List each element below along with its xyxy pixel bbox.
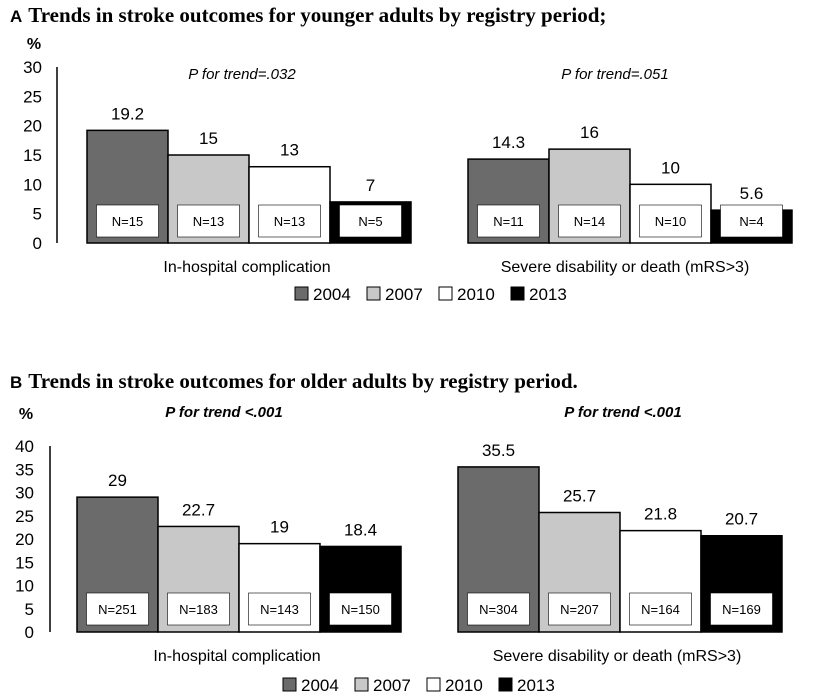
panel-b-value-label: 19 <box>270 518 289 537</box>
panel-b-letter: B <box>10 373 23 392</box>
panel-a-legend-label: 2004 <box>313 285 351 304</box>
panel-b-trend-label: P for trend <.001 <box>165 404 282 421</box>
panel-b-n-label: N=183 <box>179 602 218 617</box>
panel-b-y-tick-label: 20 <box>15 530 34 549</box>
panel-b-legend-swatch-2010 <box>426 677 441 692</box>
panel-a-y-tick-label: 25 <box>23 87 42 106</box>
panel-a-n-box <box>477 204 540 238</box>
panel-a-category-label: In-hospital complication <box>163 259 330 276</box>
panel-b-n-box <box>86 592 149 626</box>
panel-a-y-tick-label: 5 <box>33 205 42 224</box>
panel-a-n-box <box>177 204 240 238</box>
panel-b-n-box <box>248 592 311 626</box>
panel-b-value-label: 29 <box>108 471 127 490</box>
panel-a-value-label: 15 <box>199 129 218 148</box>
panel-a-legend-label: 2010 <box>457 285 495 304</box>
panel-b-value-label: 20.7 <box>725 510 758 529</box>
panel-b-n-box <box>548 592 611 626</box>
panel-a-n-label: N=13 <box>193 214 224 229</box>
panel-a-category-label: Severe disability or death (mRS>3) <box>501 259 750 276</box>
panel-b-legend-swatch-2004 <box>282 677 297 692</box>
panel-b-legend-label: 2013 <box>517 676 555 695</box>
panel-a-n-box <box>720 204 783 238</box>
panel-a-value-label: 7 <box>366 176 375 195</box>
panel-b-title-text: Trends in stroke outcomes for older adul… <box>28 369 578 393</box>
panel-a-n-label: N=4 <box>739 214 763 229</box>
panel-a-y-tick-label: 15 <box>23 146 42 165</box>
panel-b-value-label: 22.7 <box>182 500 215 519</box>
panel-a-value-label: 19.2 <box>111 104 144 123</box>
panel-b-n-label: N=304 <box>479 602 518 617</box>
panel-a-n-label: N=14 <box>574 214 605 229</box>
panel-a-n-box <box>639 204 702 238</box>
panel-a-n-label: N=15 <box>112 214 143 229</box>
panel-a-n-label: N=11 <box>493 214 523 229</box>
panel-b-trend-label: P for trend <.001 <box>564 404 681 421</box>
panel-a-n-box <box>258 204 321 238</box>
panel-a-legend-swatch-2010 <box>438 286 453 301</box>
panel-b-y-tick-label: 15 <box>15 553 34 572</box>
panel-b-legend-swatch-2013 <box>498 677 513 692</box>
panel-a-title: A Trends in stroke outcomes for younger a… <box>10 3 606 28</box>
panel-a-letter: A <box>10 7 23 26</box>
panel-a-n-label: N=5 <box>358 214 382 229</box>
panel-a-y-tick-label: 30 <box>23 58 42 77</box>
panel-b-y-tick-label: 40 <box>15 437 34 456</box>
panel-b-category-label: In-hospital complication <box>153 648 320 665</box>
panel-a-legend-label: 2007 <box>385 285 423 304</box>
panel-a-legend-swatch-2004 <box>294 286 309 301</box>
panel-b-y-tick-label: 25 <box>15 507 34 526</box>
panel-a-n-box <box>339 204 402 238</box>
panel-b-value-label: 25.7 <box>563 486 596 505</box>
panel-a-value-label: 10 <box>661 158 680 177</box>
panel-a-value-label: 14.3 <box>492 133 525 152</box>
panel-b-y-tick-label: 5 <box>25 600 34 619</box>
panel-b-category-label: Severe disability or death (mRS>3) <box>493 648 742 665</box>
panel-b-legend-label: 2010 <box>445 676 483 695</box>
panel-b-legend-label: 2007 <box>373 676 411 695</box>
panel-a-legend-swatch-2007 <box>366 286 381 301</box>
panel-a-n-label: N=10 <box>655 214 686 229</box>
panel-b-value-label: 18.4 <box>344 520 377 539</box>
panel-b-n-label: N=150 <box>341 602 380 617</box>
panel-a-legend-swatch-2013 <box>510 286 525 301</box>
panel-b-n-box <box>629 592 692 626</box>
panel-b-n-label: N=143 <box>260 602 299 617</box>
panel-b-value-label: 21.8 <box>644 505 677 524</box>
panel-b-legend: 2004 2007 2010 2013 <box>282 676 555 695</box>
panel-b-y-tick-label: 30 <box>15 484 34 503</box>
panel-a-n-label: N=13 <box>274 214 305 229</box>
panel-a-legend: 2004 2007 2010 2013 <box>294 285 567 304</box>
panel-a-y-axis-label: % <box>27 36 41 53</box>
panel-b-n-label: N=164 <box>641 602 680 617</box>
panel-a-y-tick-label: 20 <box>23 117 42 136</box>
panel-a-value-label: 13 <box>280 141 299 160</box>
panel-b-n-label: N=251 <box>98 602 137 617</box>
panel-b-n-box <box>329 592 392 626</box>
panel-b-y-tick-label: 35 <box>15 460 34 479</box>
panel-b-n-box <box>467 592 530 626</box>
panel-a-y-tick-label: 10 <box>23 175 42 194</box>
panel-a-legend-label: 2013 <box>529 285 567 304</box>
panel-a-y-tick-label: 0 <box>33 234 42 253</box>
panel-b-legend-swatch-2007 <box>354 677 369 692</box>
panel-b-n-label: N=169 <box>722 602 761 617</box>
panel-b-title: B Trends in stroke outcomes for older adu… <box>10 369 578 394</box>
panel-b-y-axis-label: % <box>19 406 33 423</box>
panel-a-value-label: 5.6 <box>740 184 764 203</box>
panel-a-n-box <box>558 204 621 238</box>
panel-b-y-tick-label: 0 <box>25 623 34 642</box>
panel-a-trend-label: P for trend=.051 <box>561 66 668 83</box>
panel-b-y-tick-label: 10 <box>15 577 34 596</box>
panel-a-value-label: 16 <box>580 123 599 142</box>
panel-b-n-label: N=207 <box>560 602 599 617</box>
panel-b-n-box <box>710 592 773 626</box>
panel-b-n-box <box>167 592 230 626</box>
panel-b-value-label: 35.5 <box>482 441 515 460</box>
panel-a-trend-label: P for trend=.032 <box>188 66 296 83</box>
panel-a-n-box <box>96 204 159 238</box>
panel-a-title-text: Trends in stroke outcomes for younger ad… <box>28 3 607 27</box>
panel-b-legend-label: 2004 <box>301 676 339 695</box>
